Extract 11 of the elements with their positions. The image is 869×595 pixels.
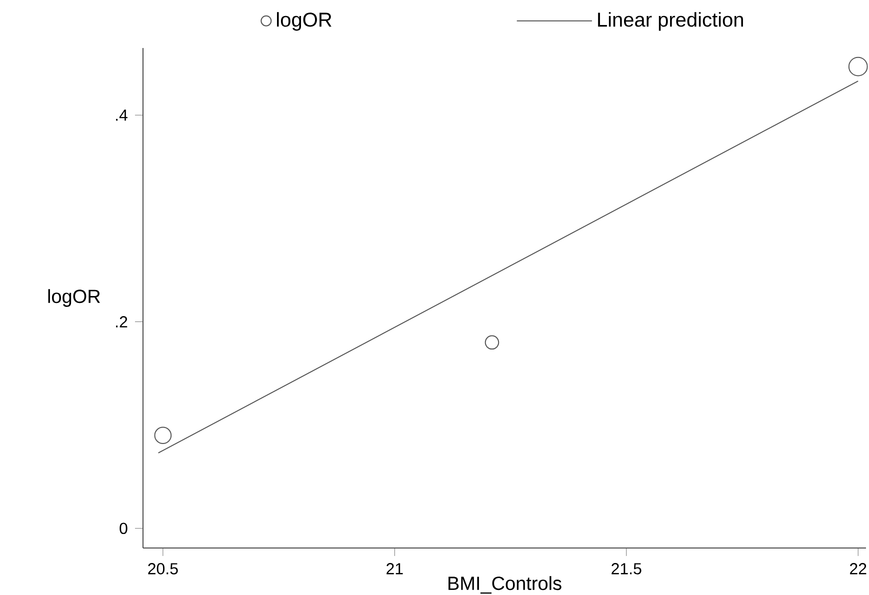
y-axis-title: logOR [48,289,100,307]
x-tick-label: 22 [850,563,866,574]
y-tick-label: 0 [120,522,128,534]
x-axis-title: BMI_Controls [448,576,562,594]
y-tick-label: .4 [116,110,128,121]
x-tick-label: 21.5 [612,563,642,574]
x-tick-label: 21 [386,563,403,574]
y-tick-label: .2 [116,316,128,328]
legend-label: Linear prediction [598,12,743,31]
legend-label: logOR [277,12,332,31]
x-tick-label: 20.5 [148,563,178,574]
